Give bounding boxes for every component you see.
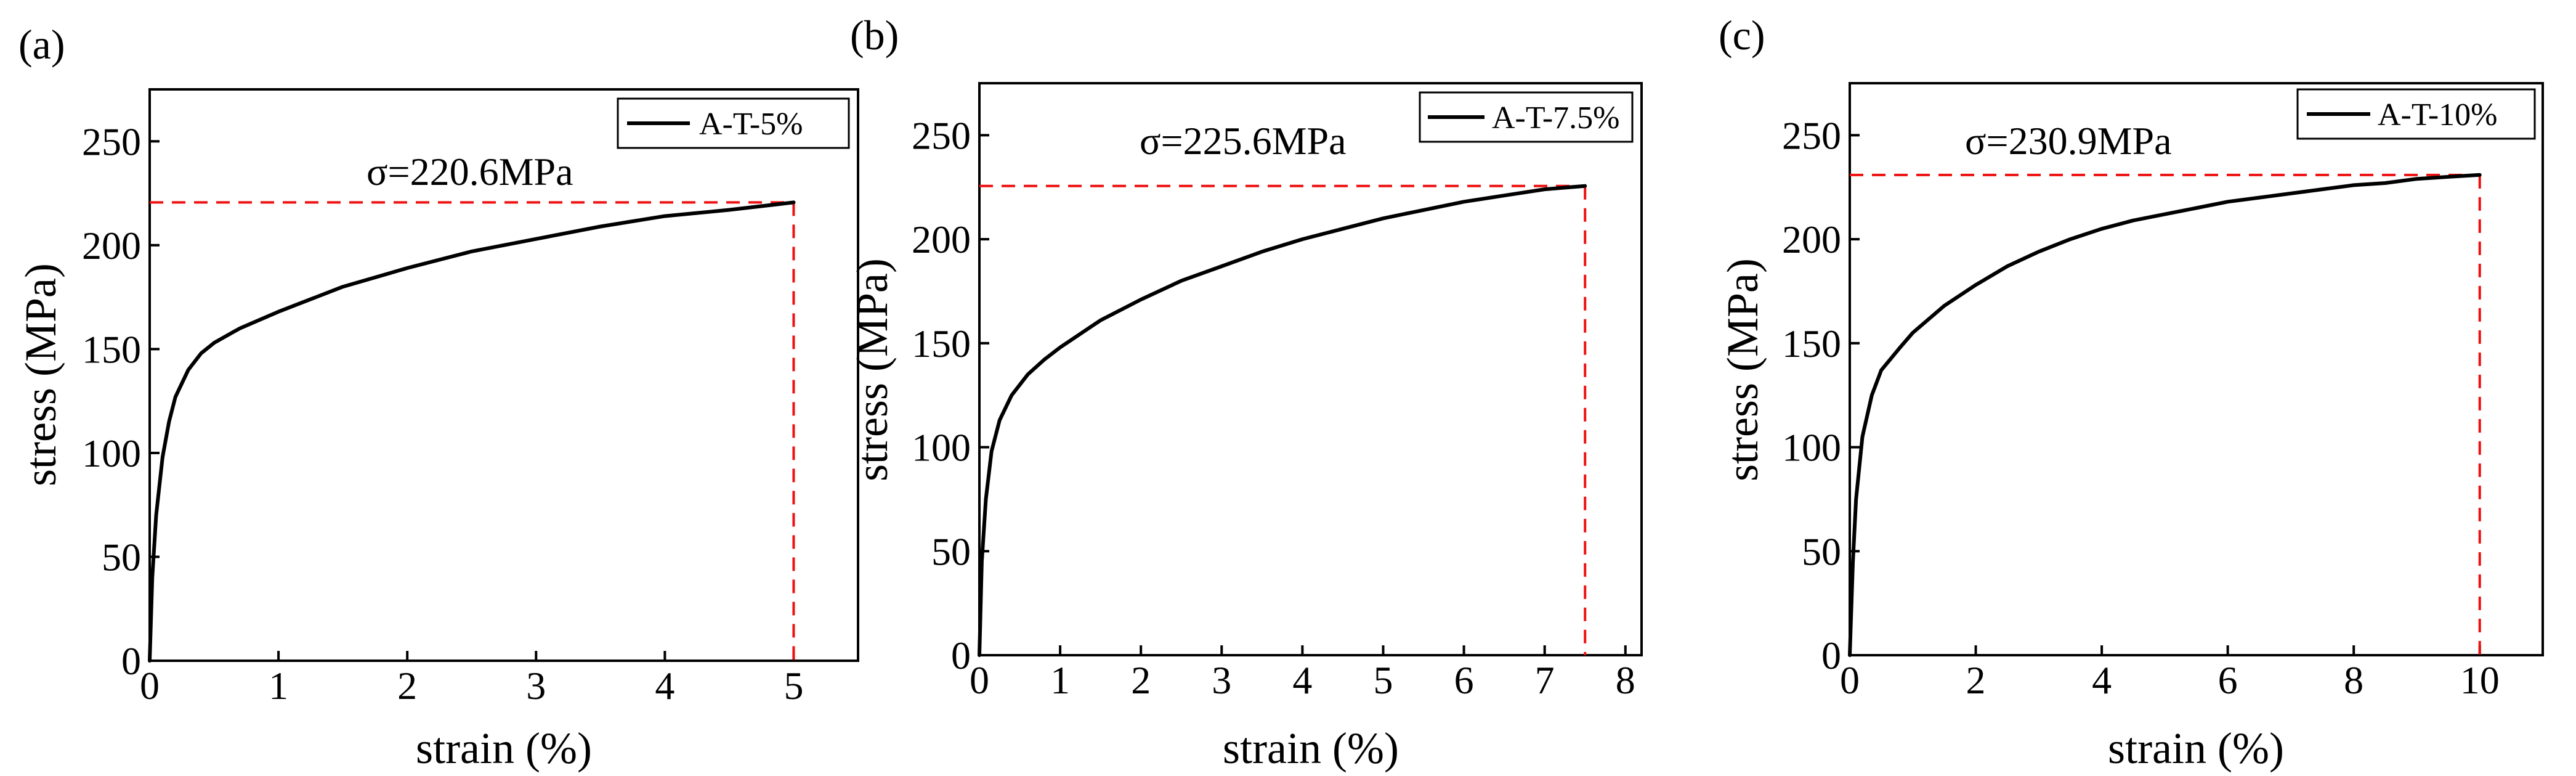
legend-label-c: A-T-10% bbox=[2378, 97, 2498, 133]
legend-label-a: A-T-5% bbox=[699, 107, 803, 142]
y-tick-label-c-5: 250 bbox=[1782, 113, 1841, 157]
x-tick-label-c-3: 6 bbox=[2218, 658, 2238, 702]
panel-label-b: (b) bbox=[850, 12, 899, 59]
x-tick-label-b-3: 3 bbox=[1212, 658, 1231, 702]
x-axis-title-a: strain (%) bbox=[416, 724, 592, 773]
x-tick-label-a-4: 4 bbox=[655, 664, 674, 708]
x-tick-label-b-5: 5 bbox=[1373, 658, 1393, 702]
y-axis-ticks-c: 0 50 100 150 200 250 bbox=[1782, 113, 1860, 677]
y-axis-ticks-a: 0 50 100 150 200 250 bbox=[82, 120, 160, 683]
plot-layer-c bbox=[1848, 173, 2482, 657]
legend-label-b: A-T-7.5% bbox=[1492, 100, 1620, 136]
panel-label-c: (c) bbox=[1719, 12, 1765, 59]
y-tick-label-c-2: 100 bbox=[1782, 426, 1841, 470]
x-axis-title-b: strain (%) bbox=[1223, 724, 1399, 773]
y-tick-label-b-4: 200 bbox=[912, 218, 971, 261]
x-tick-label-c-4: 8 bbox=[2344, 658, 2363, 702]
annotation-sigma-b: σ=225.6MPa bbox=[1140, 119, 1347, 163]
y-tick-label-c-3: 150 bbox=[1782, 322, 1841, 366]
x-axis-title-c: strain (%) bbox=[2108, 724, 2284, 773]
legend-c: A-T-10% bbox=[2296, 88, 2536, 140]
x-tick-label-c-5: 10 bbox=[2460, 658, 2500, 702]
x-tick-label-a-5: 5 bbox=[784, 664, 803, 708]
y-tick-label-a-4: 200 bbox=[82, 224, 141, 268]
panel-b: (b) 0 1 2 3 4 5 6 7 8 0 50 100 150 200 250 strain (%)… bbox=[848, 12, 1643, 773]
plot-layer-a bbox=[148, 200, 796, 663]
x-axis-ticks-c: 0 2 4 6 8 10 bbox=[1840, 645, 2500, 702]
x-tick-label-c-0: 0 bbox=[1840, 658, 1860, 702]
y-axis-ticks-b: 0 50 100 150 200 250 bbox=[912, 113, 989, 677]
y-tick-label-c-1: 50 bbox=[1802, 529, 1841, 573]
x-tick-label-a-0: 0 bbox=[140, 664, 160, 708]
x-axis-ticks-a: 0 1 2 3 4 5 bbox=[140, 651, 803, 708]
y-tick-label-a-2: 100 bbox=[82, 431, 141, 475]
y-tick-label-c-0: 0 bbox=[1821, 634, 1841, 677]
y-tick-label-c-4: 200 bbox=[1782, 218, 1841, 261]
y-tick-label-b-0: 0 bbox=[951, 634, 971, 677]
plot-frame-c bbox=[1849, 82, 2544, 656]
series-line-a-0 bbox=[148, 200, 796, 663]
y-tick-label-a-1: 50 bbox=[102, 535, 141, 579]
x-tick-label-b-6: 6 bbox=[1454, 658, 1474, 702]
panel-c: (c) 0 2 4 6 8 10 0 50 100 150 200 250 strain (%) s… bbox=[1718, 12, 2544, 773]
y-tick-label-b-2: 100 bbox=[912, 426, 971, 470]
y-tick-label-b-1: 50 bbox=[931, 529, 971, 573]
x-axis-ticks-b: 0 1 2 3 4 5 6 7 8 bbox=[970, 645, 1635, 702]
x-tick-label-b-4: 4 bbox=[1292, 658, 1312, 702]
y-tick-label-b-5: 250 bbox=[912, 113, 971, 157]
legend-b: A-T-7.5% bbox=[1419, 91, 1634, 143]
x-tick-label-a-3: 3 bbox=[526, 664, 546, 708]
legend-a: A-T-5% bbox=[617, 97, 850, 149]
y-tick-label-a-0: 0 bbox=[121, 639, 141, 683]
plot-frame-b bbox=[978, 82, 1643, 656]
y-axis-title-b: stress (MPa) bbox=[848, 258, 897, 481]
series-line-c-0 bbox=[1848, 173, 2482, 657]
x-tick-label-a-1: 1 bbox=[269, 664, 288, 708]
annotation-sigma-c: σ=230.9MPa bbox=[1965, 119, 2172, 163]
x-tick-label-b-7: 7 bbox=[1535, 658, 1555, 702]
x-tick-label-c-1: 2 bbox=[1966, 658, 1986, 702]
plot-frame-a bbox=[148, 88, 859, 662]
panel-a: (a) 0 1 2 3 4 5 0 50 100 150 200 250 strain (%) st… bbox=[16, 21, 859, 773]
y-axis-title-c: stress (MPa) bbox=[1718, 258, 1767, 481]
x-tick-label-a-2: 2 bbox=[397, 664, 417, 708]
series-line-b-0 bbox=[978, 184, 1587, 657]
x-tick-label-b-1: 1 bbox=[1050, 658, 1070, 702]
annotation-sigma-a: σ=220.6MPa bbox=[367, 150, 573, 194]
x-tick-label-b-8: 8 bbox=[1616, 658, 1635, 702]
y-axis-title-a: stress (MPa) bbox=[16, 263, 65, 486]
legend-box-c bbox=[2296, 88, 2536, 140]
x-tick-label-c-2: 4 bbox=[2092, 658, 2112, 702]
x-tick-label-b-2: 2 bbox=[1131, 658, 1151, 702]
y-tick-label-a-5: 250 bbox=[82, 120, 141, 163]
y-tick-label-a-3: 150 bbox=[82, 327, 141, 371]
panel-label-a: (a) bbox=[18, 21, 65, 68]
x-tick-label-b-0: 0 bbox=[970, 658, 989, 702]
y-tick-label-b-3: 150 bbox=[912, 322, 971, 366]
plot-layer-b bbox=[978, 184, 1587, 657]
